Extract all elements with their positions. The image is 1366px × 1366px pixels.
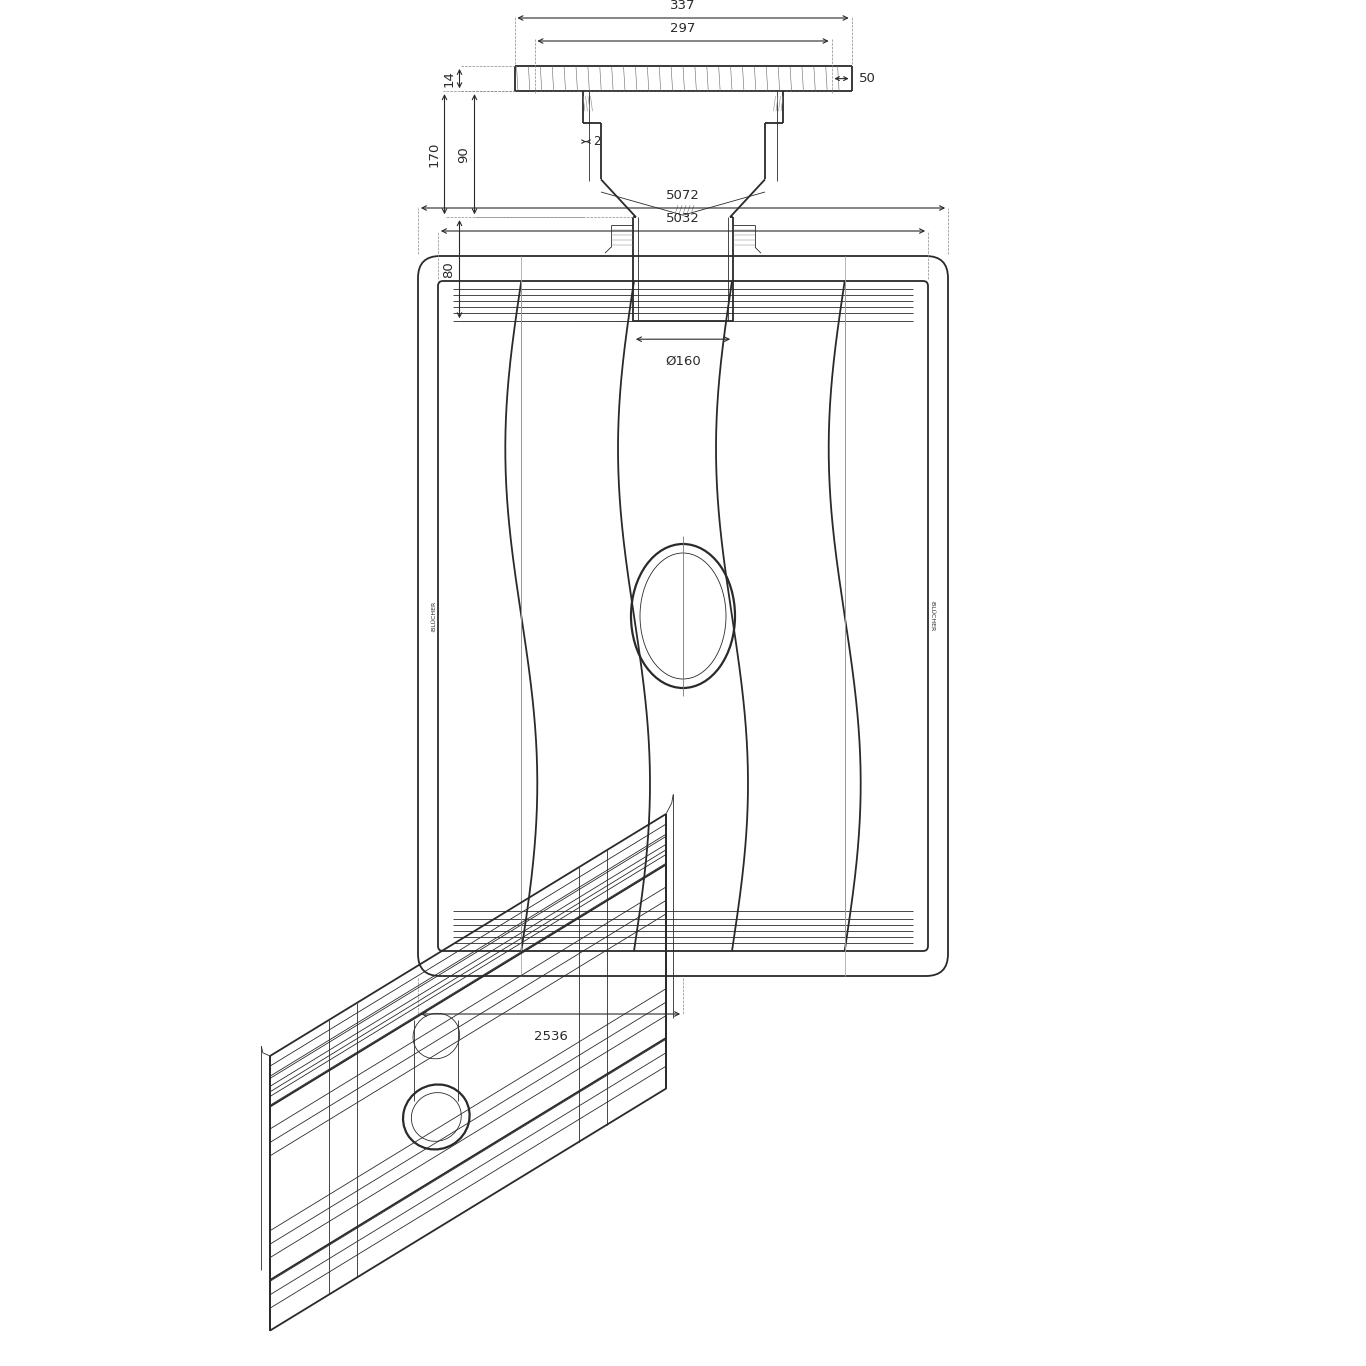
Text: 5072: 5072 (667, 189, 699, 202)
Text: 50: 50 (858, 72, 876, 85)
Text: Ø160: Ø160 (665, 355, 701, 369)
Text: 5032: 5032 (667, 212, 699, 225)
Text: 170: 170 (428, 142, 440, 167)
Text: 2: 2 (593, 135, 601, 148)
Text: 14: 14 (443, 70, 455, 87)
Text: 2536: 2536 (534, 1030, 567, 1044)
Text: ·BLÜCHER: ·BLÜCHER (432, 601, 437, 631)
Text: 90: 90 (458, 146, 470, 163)
Text: ·BLÜCHER: ·BLÜCHER (929, 601, 934, 631)
Text: 297: 297 (671, 22, 695, 36)
Text: 337: 337 (671, 0, 695, 12)
Text: 80: 80 (443, 261, 455, 277)
